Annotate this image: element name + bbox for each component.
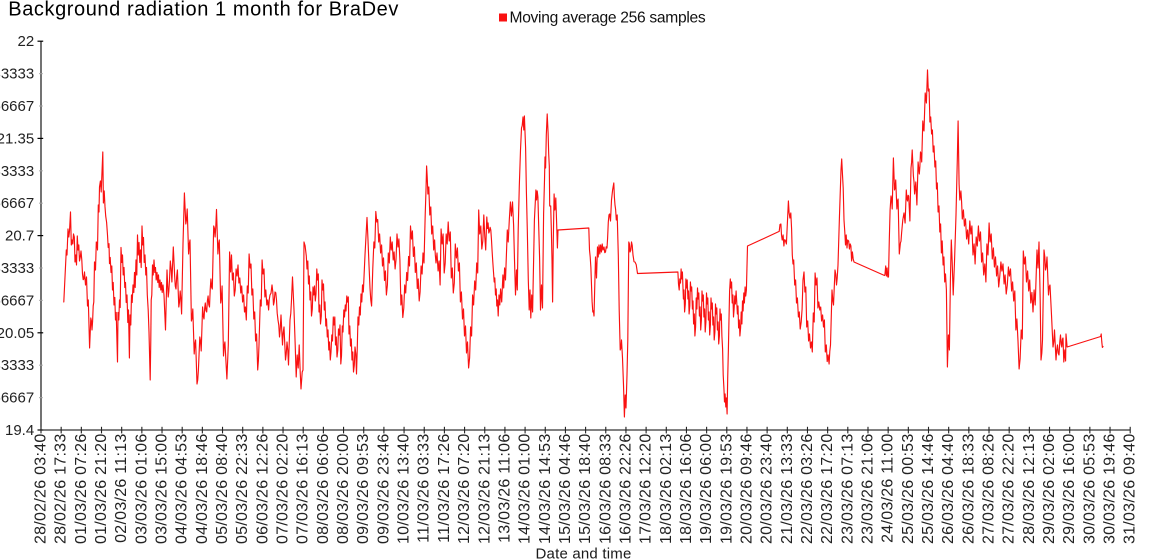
svg-text:21.35: 21.35 (0, 130, 34, 147)
svg-text:30/03/26 19:46: 30/03/26 19:46 (1102, 434, 1119, 545)
svg-text:25/03/26 00:53: 25/03/26 00:53 (900, 434, 917, 545)
svg-text:23/03/26 21:06: 23/03/26 21:06 (859, 434, 876, 545)
svg-text:21.5666667: 21.5666667 (0, 98, 34, 115)
svg-text:31/03/26 09:40: 31/03/26 09:40 (1122, 434, 1139, 545)
svg-text:15/03/26 04:46: 15/03/26 04:46 (557, 434, 574, 545)
svg-text:11/03/26 17:26: 11/03/26 17:26 (436, 434, 453, 543)
svg-text:21.7833333: 21.7833333 (0, 66, 34, 83)
svg-text:20.05: 20.05 (0, 325, 34, 342)
svg-text:20.4833333: 20.4833333 (0, 260, 34, 277)
svg-text:20/03/26 09:46: 20/03/26 09:46 (738, 434, 755, 545)
svg-text:03/03/26 01:06: 03/03/26 01:06 (133, 434, 150, 545)
svg-text:29/03/26 16:00: 29/03/26 16:00 (1061, 434, 1078, 545)
svg-text:09/03/26 23:46: 09/03/26 23:46 (375, 434, 392, 545)
svg-text:13/03/26 11:06: 13/03/26 11:06 (496, 434, 513, 543)
svg-text:04/03/26 18:46: 04/03/26 18:46 (194, 434, 211, 545)
svg-text:01/03/26 21:20: 01/03/26 21:20 (93, 434, 110, 545)
svg-text:16/03/26 22:26: 16/03/26 22:26 (617, 434, 634, 545)
svg-text:20.9166667: 20.9166667 (0, 195, 34, 212)
svg-text:Date and time: Date and time (536, 546, 632, 560)
svg-text:20.7: 20.7 (5, 228, 34, 245)
svg-text:19.4: 19.4 (5, 422, 34, 439)
svg-text:04/03/26 04:53: 04/03/26 04:53 (174, 434, 191, 545)
svg-text:16/03/26 08:33: 16/03/26 08:33 (597, 434, 614, 545)
svg-text:19.8333333: 19.8333333 (0, 357, 34, 374)
svg-text:28/02/26 17:33: 28/02/26 17:33 (53, 434, 70, 545)
svg-text:22/03/26 17:20: 22/03/26 17:20 (819, 434, 836, 545)
svg-text:28/03/26 12:13: 28/03/26 12:13 (1021, 434, 1038, 545)
svg-text:03/03/26 15:00: 03/03/26 15:00 (154, 434, 171, 545)
svg-text:26/03/26 18:33: 26/03/26 18:33 (960, 434, 977, 545)
svg-text:17/03/26 12:20: 17/03/26 12:20 (638, 434, 655, 545)
svg-text:18/03/26 02:13: 18/03/26 02:13 (658, 434, 675, 545)
svg-text:11/03/26 03:33: 11/03/26 03:33 (416, 434, 433, 543)
svg-text:06/03/26 12:26: 06/03/26 12:26 (254, 434, 271, 545)
svg-text:05/03/26 08:40: 05/03/26 08:40 (214, 434, 231, 545)
svg-text:23/03/26 07:13: 23/03/26 07:13 (839, 434, 856, 545)
svg-text:25/03/26 14:46: 25/03/26 14:46 (920, 434, 937, 545)
svg-text:01/03/26 07:26: 01/03/26 07:26 (73, 434, 90, 545)
svg-text:14/03/26 14:53: 14/03/26 14:53 (537, 434, 554, 545)
svg-text:15/03/26 18:40: 15/03/26 18:40 (577, 434, 594, 545)
svg-text:27/03/26 22:20: 27/03/26 22:20 (1001, 433, 1018, 544)
svg-text:09/03/26 09:53: 09/03/26 09:53 (355, 434, 372, 545)
svg-text:22/03/26 03:26: 22/03/26 03:26 (799, 434, 816, 545)
svg-text:08/03/26 20:00: 08/03/26 20:00 (335, 434, 352, 545)
svg-text:21/03/26 13:33: 21/03/26 13:33 (779, 434, 796, 545)
svg-text:29/03/26 02:06: 29/03/26 02:06 (1041, 434, 1058, 545)
svg-text:28/02/26 03:40: 28/02/26 03:40 (33, 434, 50, 545)
svg-text:19/03/26 06:00: 19/03/26 06:00 (698, 434, 715, 545)
svg-text:24/03/26 11:00: 24/03/26 11:00 (880, 434, 897, 543)
svg-text:12/03/26 21:13: 12/03/26 21:13 (476, 434, 493, 545)
svg-text:05/03/26 22:33: 05/03/26 22:33 (234, 434, 251, 545)
svg-text:14/03/26 01:00: 14/03/26 01:00 (517, 434, 534, 545)
svg-text:19.6166667: 19.6166667 (0, 390, 34, 407)
svg-text:Moving average 256 samples: Moving average 256 samples (510, 10, 706, 27)
svg-text:22: 22 (18, 33, 35, 50)
svg-text:08/03/26 06:06: 08/03/26 06:06 (315, 434, 332, 545)
svg-text:21.1333333: 21.1333333 (0, 163, 34, 180)
svg-text:10/03/26 13:40: 10/03/26 13:40 (396, 434, 413, 545)
svg-text:07/03/26 16:13: 07/03/26 16:13 (295, 434, 312, 545)
svg-text:12/03/26 07:20: 12/03/26 07:20 (456, 433, 473, 544)
svg-text:07/03/26 02:20: 07/03/26 02:20 (275, 434, 292, 545)
svg-text:19/03/26 19:53: 19/03/26 19:53 (718, 434, 735, 545)
svg-text:26/03/26 04:40: 26/03/26 04:40 (940, 433, 957, 544)
svg-text:02/03/26 11:13: 02/03/26 11:13 (113, 434, 130, 543)
svg-text:20.2666667: 20.2666667 (0, 292, 34, 309)
svg-text:30/03/26 05:53: 30/03/26 05:53 (1081, 434, 1098, 545)
svg-text:18/03/26 16:06: 18/03/26 16:06 (678, 434, 695, 545)
svg-text:Background radiation 1 month f: Background radiation 1 month for BraDev (8, 0, 399, 21)
svg-text:20/03/26 23:40: 20/03/26 23:40 (759, 434, 776, 545)
svg-text:27/03/26 08:26: 27/03/26 08:26 (981, 434, 998, 545)
